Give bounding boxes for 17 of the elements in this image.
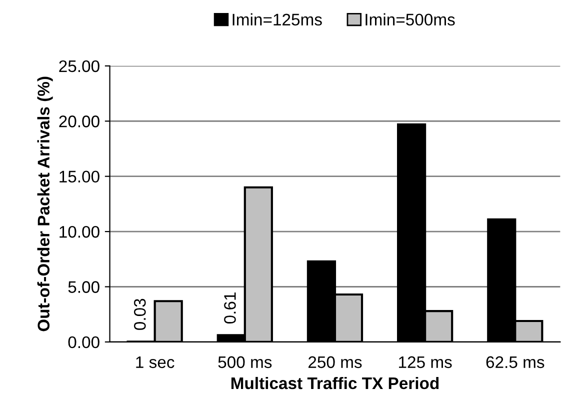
x-axis-title: Multicast Traffic TX Period [231,376,439,390]
y-tick-label: 5.00 [68,281,100,293]
x-tick-label: 125 ms [399,356,452,368]
data-label: 0.03 [134,298,146,330]
data-label: 0.61 [224,292,236,324]
y-axis-title: Out-of-Order Packet Arrivals (%) [37,76,53,332]
y-tick-label: 10.00 [60,226,100,238]
x-tick-label: 1 sec [136,356,174,368]
legend-label: Imin=500ms [366,13,455,26]
x-tick-label: 250 ms [308,356,362,368]
y-tick-label: 25.00 [59,60,100,72]
y-tick-label: 15.00 [60,170,100,183]
y-tick-label: 0.00 [68,336,100,348]
y-tick-label: 20.00 [59,116,100,128]
x-tick-label: 500 ms [218,356,272,368]
x-tick-label: 62.5 ms [486,356,544,368]
legend-label: Imin=125ms [232,13,322,26]
